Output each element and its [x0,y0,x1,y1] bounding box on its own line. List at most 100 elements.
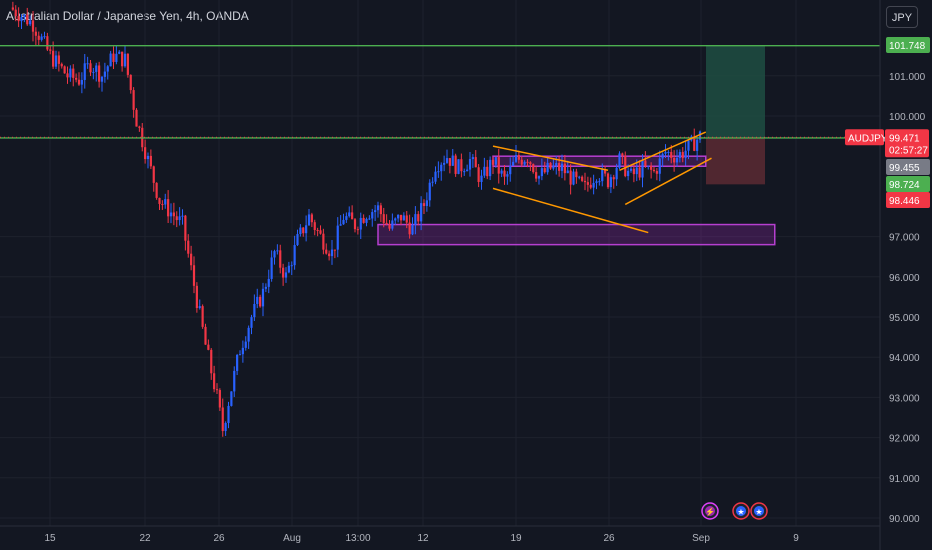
candle-body [443,162,446,165]
candle-body [204,326,207,345]
candle-body [164,199,167,205]
australia-flag-icon-glyph: ★ [755,508,762,517]
candle-body [376,205,380,211]
candle-body [284,272,288,278]
candle-body [351,212,354,220]
candle-body [681,151,684,159]
stop-loss-zone [706,137,765,185]
candle-body [629,168,633,171]
candle-body [434,171,437,182]
australia-flag-icon-dot [754,506,764,516]
price-tag: 98.724 [886,176,930,192]
candle-body [641,160,644,178]
candle-body [305,225,308,234]
price-tag-text: 98.724 [889,180,920,191]
current-price-tag-bg [885,129,929,158]
candle-body [535,172,538,179]
candle-body [696,139,699,151]
candle-body [20,17,23,22]
candle-body [506,174,509,177]
candle-body [325,249,328,254]
demand-zone [377,223,776,246]
candle-body [638,167,641,178]
candle-body [296,234,299,246]
candle-body [40,36,43,40]
candle-body [379,205,382,215]
candle-body [34,31,37,36]
y-tick-label: 90.000 [889,514,920,525]
candle-body [615,167,618,180]
candle-body [115,53,118,62]
candle-body [635,167,638,175]
candle-body [198,306,201,309]
candle-body [83,63,86,80]
candle-body [463,171,466,173]
candle-body [563,163,566,174]
candle-body [365,218,368,223]
candle-body [422,203,426,206]
candle-body [558,163,561,171]
symbol-tag-bg [845,129,884,146]
event-badges: ⚡ ★ ★ [701,502,768,520]
candle-body [440,164,443,172]
candle-body [69,68,72,78]
x-tick-label: 26 [213,533,225,544]
candle-body [118,51,121,54]
candle-body [43,36,46,38]
candle-body [233,370,236,392]
take-profit-zone [706,45,765,138]
price-tag: 98.446 [886,192,930,208]
y-tick-label: 96.000 [889,273,920,284]
candle-body [215,389,219,391]
candle-body [457,159,460,174]
candle-body [675,157,679,163]
candle-body [489,159,492,177]
candle-body [454,155,457,174]
candle-body [388,224,391,229]
price-tag: 99.455 [886,159,930,175]
y-tick-label: 91.000 [889,474,920,485]
candles-layer [11,1,702,437]
candle-body [411,224,414,235]
candle-body [86,63,89,65]
candle-body [517,155,520,160]
candle-body [632,168,635,175]
candle-body [417,214,420,222]
candle-body [601,169,604,182]
candle-body [494,157,497,165]
candle-body [575,171,578,178]
candle-body [448,158,451,166]
candle-body [218,390,221,408]
candle-body [480,175,483,182]
candle-body [698,131,702,140]
price-tag-bg [886,176,930,192]
candle-body [523,161,526,165]
candle-body [497,157,500,174]
candle-body [460,159,463,172]
candle-body [155,182,158,198]
candle-body [408,222,411,235]
candle-body [471,157,474,160]
candle-body [348,212,351,217]
currency-button[interactable]: JPY [886,6,918,28]
candle-body [437,171,440,173]
candle-body [371,212,374,219]
candle-body [270,257,273,279]
candle-body [555,163,558,166]
candle-body [181,215,184,217]
candle-body [483,166,486,176]
symbol-title: Australian Dollar / Japanese Yen, 4h, OA… [6,9,249,23]
candle-body [667,151,670,153]
candle-body [276,250,279,252]
candle-body [178,216,181,221]
candle-body [80,79,83,85]
candle-body [250,317,253,328]
lower-wedge-line [492,187,649,234]
candle-body [687,140,690,151]
candle-body [138,126,141,128]
candle-body [264,286,267,289]
candle-body [77,79,81,85]
candle-body [316,230,319,232]
candle-body [474,157,477,168]
